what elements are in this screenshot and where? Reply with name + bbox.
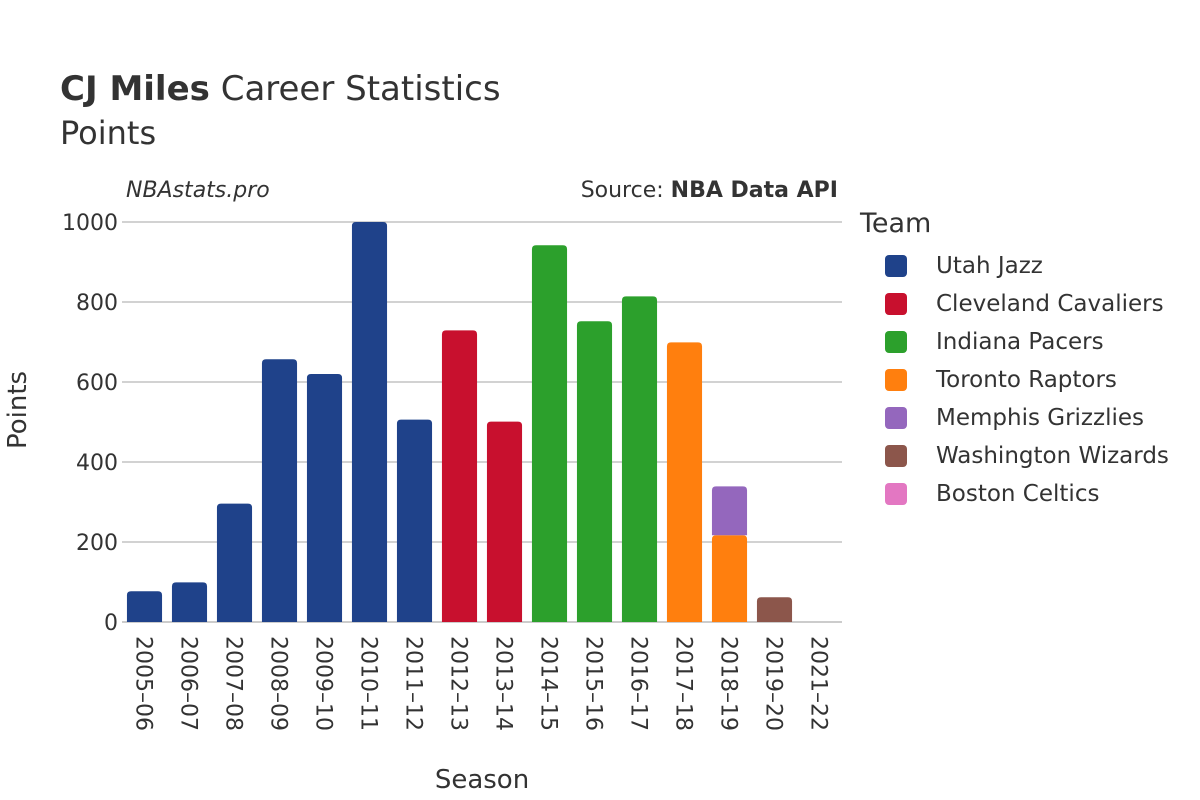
legend-items: Utah Jazz Cleveland Cavaliers Indiana Pace… (860, 247, 1169, 513)
bar (621, 296, 658, 622)
x-tick-label: 2010–11 (356, 636, 381, 731)
legend-swatch (885, 293, 907, 315)
bar (756, 597, 793, 622)
bars (126, 222, 793, 622)
legend-item: Toronto Raptors (860, 361, 1169, 399)
bar (261, 359, 298, 622)
x-tick-label: 2015–16 (581, 636, 606, 731)
legend-item: Cleveland Cavaliers (860, 285, 1169, 323)
y-tick-label: 800 (76, 291, 118, 316)
legend-label: Washington Wizards (936, 443, 1169, 469)
bar (666, 342, 703, 622)
player-name: CJ Miles (60, 69, 210, 109)
x-tick-label: 2016–17 (626, 636, 651, 731)
bar (351, 222, 388, 622)
x-tick-label: 2006–07 (176, 636, 201, 731)
source-name: NBA Data API (670, 178, 838, 203)
bar (216, 503, 253, 622)
chart-title: CJ Miles Career Statistics (60, 68, 501, 110)
legend-title: Team (860, 208, 932, 239)
bar (171, 582, 208, 622)
legend-swatch (885, 483, 907, 505)
bar (126, 591, 163, 622)
legend-swatch (885, 407, 907, 429)
x-tick-label: 2007–08 (221, 636, 246, 731)
y-axis-label: Points (3, 371, 33, 449)
x-tick-label: 2014–15 (536, 636, 561, 731)
bar (576, 321, 613, 622)
legend: Team Utah Jazz Cleveland Cavaliers Indiana… (860, 208, 1169, 513)
x-tick-label: 2008–09 (266, 636, 291, 731)
y-tick-label: 200 (76, 531, 118, 556)
x-tick-label: 2017–18 (671, 636, 696, 731)
bar (486, 421, 523, 622)
legend-label: Utah Jazz (936, 253, 1043, 279)
x-tick-label: 2005–06 (131, 636, 156, 731)
y-tick-label: 0 (104, 611, 118, 636)
x-tick-label: 2011–12 (401, 636, 426, 731)
legend-item: Washington Wizards (860, 437, 1169, 475)
bar (711, 535, 748, 622)
x-tick-label: 2018–19 (716, 636, 741, 731)
legend-label: Memphis Grizzlies (936, 405, 1144, 431)
x-tick-label: 2019–20 (761, 636, 786, 731)
bar (306, 374, 343, 622)
x-tick-label: 2012–13 (446, 636, 471, 731)
bar (531, 245, 568, 622)
y-tick-label: 400 (76, 451, 118, 476)
legend-swatch (885, 331, 907, 353)
legend-item: Memphis Grizzlies (860, 399, 1169, 437)
x-tick-label: 2009–10 (311, 636, 336, 731)
legend-swatch (885, 369, 907, 391)
x-tick-label: 2021–22 (806, 636, 831, 731)
brand-label: NBAstats.pro (126, 178, 270, 203)
legend-label: Boston Celtics (936, 481, 1100, 507)
bar (441, 330, 478, 622)
source-label: Source: NBA Data API (581, 178, 838, 203)
y-tick-label: 1000 (62, 211, 118, 236)
y-tick-label: 600 (76, 371, 118, 396)
title-rest: Career Statistics (220, 69, 501, 109)
legend-item: Indiana Pacers (860, 323, 1169, 361)
legend-swatch (885, 445, 907, 467)
legend-label: Indiana Pacers (936, 329, 1104, 355)
legend-item: Utah Jazz (860, 247, 1169, 285)
legend-item: Boston Celtics (860, 475, 1169, 513)
x-axis-label: Season (435, 765, 529, 795)
legend-swatch (885, 255, 907, 277)
legend-label: Toronto Raptors (936, 367, 1117, 393)
chart-subtitle: Points (60, 114, 157, 152)
legend-label: Cleveland Cavaliers (936, 291, 1164, 317)
bar (396, 419, 433, 622)
source-prefix: Source: (580, 178, 671, 203)
x-tick-label: 2013–14 (491, 636, 516, 731)
x-tick-labels: 2005–06 2006–07 2007–08 2008–09 2009–10 2010–… (131, 636, 831, 731)
y-tick-labels: 0 200 400 600 800 1000 (62, 211, 118, 636)
bar (711, 486, 748, 536)
